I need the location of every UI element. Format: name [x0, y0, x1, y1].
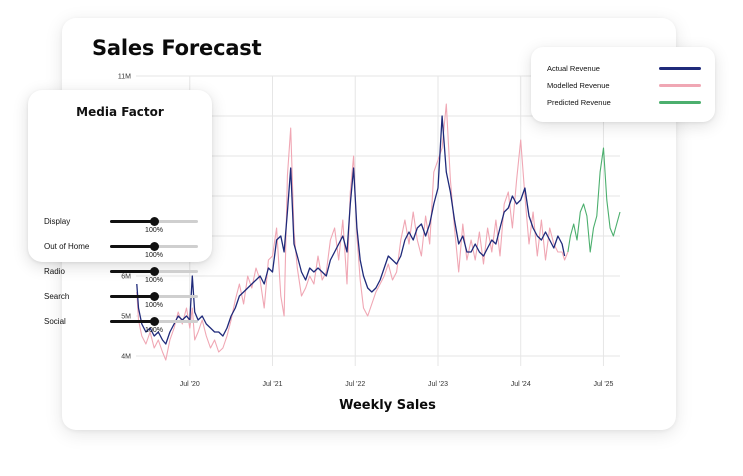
legend-item-predicted[interactable]: Predicted Revenue — [531, 97, 715, 111]
slider-fill — [110, 245, 154, 248]
factor-label: Social — [44, 317, 66, 326]
slider-value: 100% — [145, 302, 163, 309]
media-factor-title: Media Factor — [76, 105, 164, 119]
slider-knob[interactable] — [150, 242, 159, 251]
factor-label: Search — [44, 292, 70, 301]
chart-title: Sales Forecast — [92, 36, 262, 60]
series-line-modelled-revenue — [136, 103, 569, 361]
y-tick-label: 11M — [118, 74, 131, 81]
x-tick-label: Jul '22 — [345, 381, 365, 388]
slider-value: 100% — [145, 277, 163, 284]
factor-row-out-of-home: Out of Home 100% — [28, 242, 212, 266]
slider-knob[interactable] — [150, 267, 159, 276]
x-tick-label: Jul '25 — [593, 381, 613, 388]
legend-item-modelled[interactable]: Modelled Revenue — [531, 80, 715, 94]
x-tick-label: Jul '21 — [263, 381, 283, 388]
x-tick-label: Jul '20 — [180, 381, 200, 388]
legend-item-actual[interactable]: Actual Revenue — [531, 63, 715, 77]
slider-fill — [110, 295, 154, 298]
slider-fill — [110, 320, 154, 323]
legend-label: Predicted Revenue — [547, 98, 611, 107]
legend-swatch — [659, 67, 701, 70]
slider-knob[interactable] — [150, 217, 159, 226]
x-tick-label: Jul '23 — [428, 381, 448, 388]
media-factor-panel: Media Factor Display 100% Out of Home 10… — [28, 90, 212, 334]
legend-label: Modelled Revenue — [547, 81, 610, 90]
slider-value: 100% — [145, 327, 163, 334]
legend-swatch — [659, 84, 701, 87]
series-line-actual-revenue — [136, 115, 566, 345]
factor-row-display: Display 100% — [28, 217, 212, 241]
legend-label: Actual Revenue — [547, 64, 600, 73]
factor-label: Radio — [44, 267, 65, 276]
y-tick-label: 4M — [121, 354, 131, 361]
factor-row-radio: Radio 100% — [28, 267, 212, 291]
radio-slider[interactable] — [110, 267, 198, 276]
factor-row-social: Social 100% — [28, 317, 212, 341]
y-tick-label: 5M — [121, 314, 131, 321]
chart-legend: Actual Revenue Modelled Revenue Predicte… — [531, 47, 715, 122]
factor-label: Display — [44, 217, 71, 226]
x-axis-label: Weekly Sales — [339, 398, 436, 413]
slider-fill — [110, 270, 154, 273]
slider-fill — [110, 220, 154, 223]
out-of-home-slider[interactable] — [110, 242, 198, 251]
display-slider[interactable] — [110, 217, 198, 226]
slider-knob[interactable] — [150, 292, 159, 301]
legend-swatch — [659, 101, 701, 104]
slider-value: 100% — [145, 252, 163, 259]
series-line-predicted-revenue — [567, 147, 621, 253]
series-layer — [136, 103, 621, 361]
slider-knob[interactable] — [150, 317, 159, 326]
factor-label: Out of Home — [44, 242, 90, 251]
search-slider[interactable] — [110, 292, 198, 301]
social-slider[interactable] — [110, 317, 198, 326]
y-tick-label: 6M — [121, 274, 131, 281]
slider-value: 100% — [145, 227, 163, 234]
x-axis-ticks: Jul '20 Jul '21 Jul '22 Jul '23 Jul '24 Jul '… — [180, 381, 614, 388]
x-tick-label: Jul '24 — [511, 381, 531, 388]
factor-row-search: Search 100% — [28, 292, 212, 316]
